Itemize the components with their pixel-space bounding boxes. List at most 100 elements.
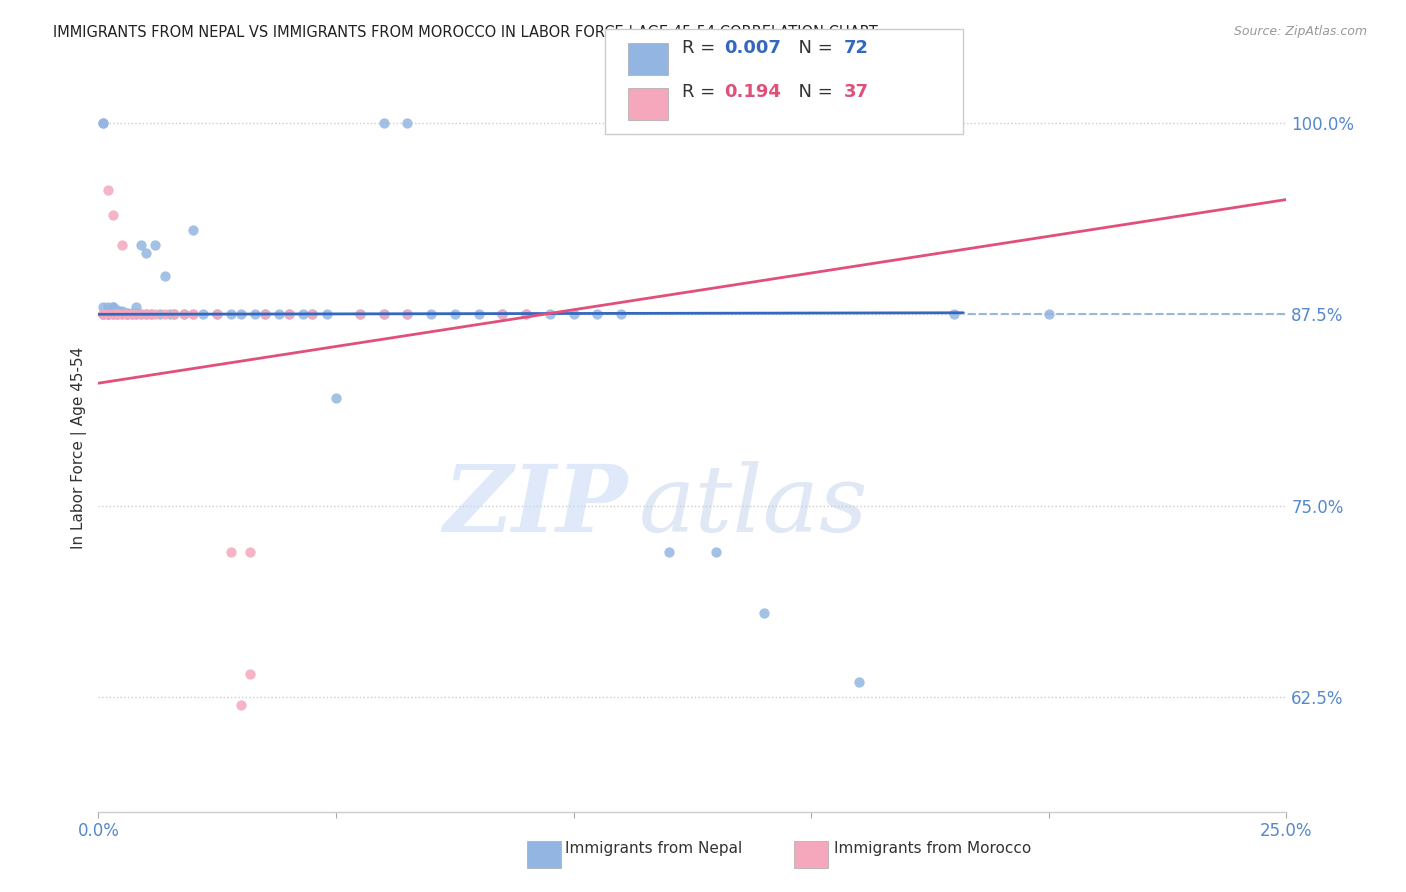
Point <box>515 307 537 321</box>
Point <box>245 307 267 321</box>
Point <box>139 307 162 321</box>
Text: 0.194: 0.194 <box>724 83 780 101</box>
Point <box>121 307 143 321</box>
Point <box>610 307 633 321</box>
Point <box>121 307 143 321</box>
Point <box>101 307 124 321</box>
Point <box>291 307 314 321</box>
Point <box>111 307 134 321</box>
Point <box>229 698 252 712</box>
Text: 0.007: 0.007 <box>724 39 780 57</box>
Point <box>125 307 148 321</box>
Point <box>373 307 395 321</box>
Point <box>301 307 323 321</box>
Point <box>704 544 727 558</box>
Point <box>183 307 205 321</box>
Point <box>135 307 157 321</box>
Point <box>107 307 129 321</box>
Point <box>396 307 419 321</box>
Point <box>207 307 229 321</box>
Point <box>139 307 162 321</box>
Point <box>253 307 276 321</box>
Point <box>125 307 148 321</box>
Point <box>315 307 337 321</box>
Point <box>396 116 419 130</box>
Point <box>97 306 120 320</box>
Point <box>467 307 489 321</box>
Point <box>129 238 152 252</box>
Point <box>107 302 129 317</box>
Point <box>115 307 138 321</box>
Point <box>800 116 823 130</box>
Point <box>115 307 138 321</box>
Point <box>159 307 181 321</box>
Text: atlas: atlas <box>638 461 869 551</box>
Point <box>101 208 124 222</box>
Point <box>97 307 120 321</box>
Point <box>97 307 120 321</box>
Point <box>183 307 205 321</box>
Point <box>239 667 262 681</box>
Point <box>135 307 157 321</box>
Point <box>97 307 120 321</box>
Text: Immigrants from Morocco: Immigrants from Morocco <box>834 841 1031 856</box>
Point <box>145 307 167 321</box>
Point <box>91 116 114 130</box>
Point <box>349 307 371 321</box>
Point <box>91 307 114 321</box>
Point <box>107 306 129 320</box>
Point <box>586 307 609 321</box>
Point <box>91 116 114 130</box>
Point <box>129 307 152 321</box>
Point <box>111 238 134 252</box>
Point <box>153 307 176 321</box>
Point <box>301 307 323 321</box>
Text: IMMIGRANTS FROM NEPAL VS IMMIGRANTS FROM MOROCCO IN LABOR FORCE | AGE 45-54 CORR: IMMIGRANTS FROM NEPAL VS IMMIGRANTS FROM… <box>53 25 879 41</box>
Point <box>396 307 419 321</box>
Point <box>101 306 124 320</box>
Point <box>91 300 114 314</box>
Point <box>942 307 965 321</box>
Point <box>135 246 157 260</box>
Point <box>491 307 513 321</box>
Point <box>221 544 243 558</box>
Point <box>107 307 129 321</box>
Point <box>111 306 134 320</box>
Point <box>97 183 120 197</box>
Point <box>115 307 138 321</box>
Point <box>115 306 138 320</box>
Point <box>173 307 195 321</box>
Text: 72: 72 <box>844 39 869 57</box>
Point <box>800 116 823 130</box>
Text: Immigrants from Nepal: Immigrants from Nepal <box>565 841 742 856</box>
Point <box>349 307 371 321</box>
Point <box>221 307 243 321</box>
Point <box>253 307 276 321</box>
Point <box>239 544 262 558</box>
Point <box>97 300 120 314</box>
Point <box>149 307 172 321</box>
Point <box>207 307 229 321</box>
Text: ZIP: ZIP <box>443 461 627 551</box>
Point <box>277 307 299 321</box>
Point <box>515 307 537 321</box>
Point <box>101 300 124 314</box>
Point <box>491 307 513 321</box>
Point <box>107 307 129 321</box>
Point <box>125 300 148 314</box>
Point <box>163 307 186 321</box>
Point <box>658 544 681 558</box>
Point <box>91 307 114 321</box>
Point <box>129 307 152 321</box>
Point <box>325 392 347 406</box>
Point <box>191 307 214 321</box>
Point <box>173 307 195 321</box>
Point <box>562 307 585 321</box>
Point <box>373 116 395 130</box>
Point <box>752 606 775 620</box>
Text: R =: R = <box>682 83 727 101</box>
Point <box>111 307 134 321</box>
Point <box>107 306 129 320</box>
Point <box>101 306 124 320</box>
Point <box>101 307 124 321</box>
